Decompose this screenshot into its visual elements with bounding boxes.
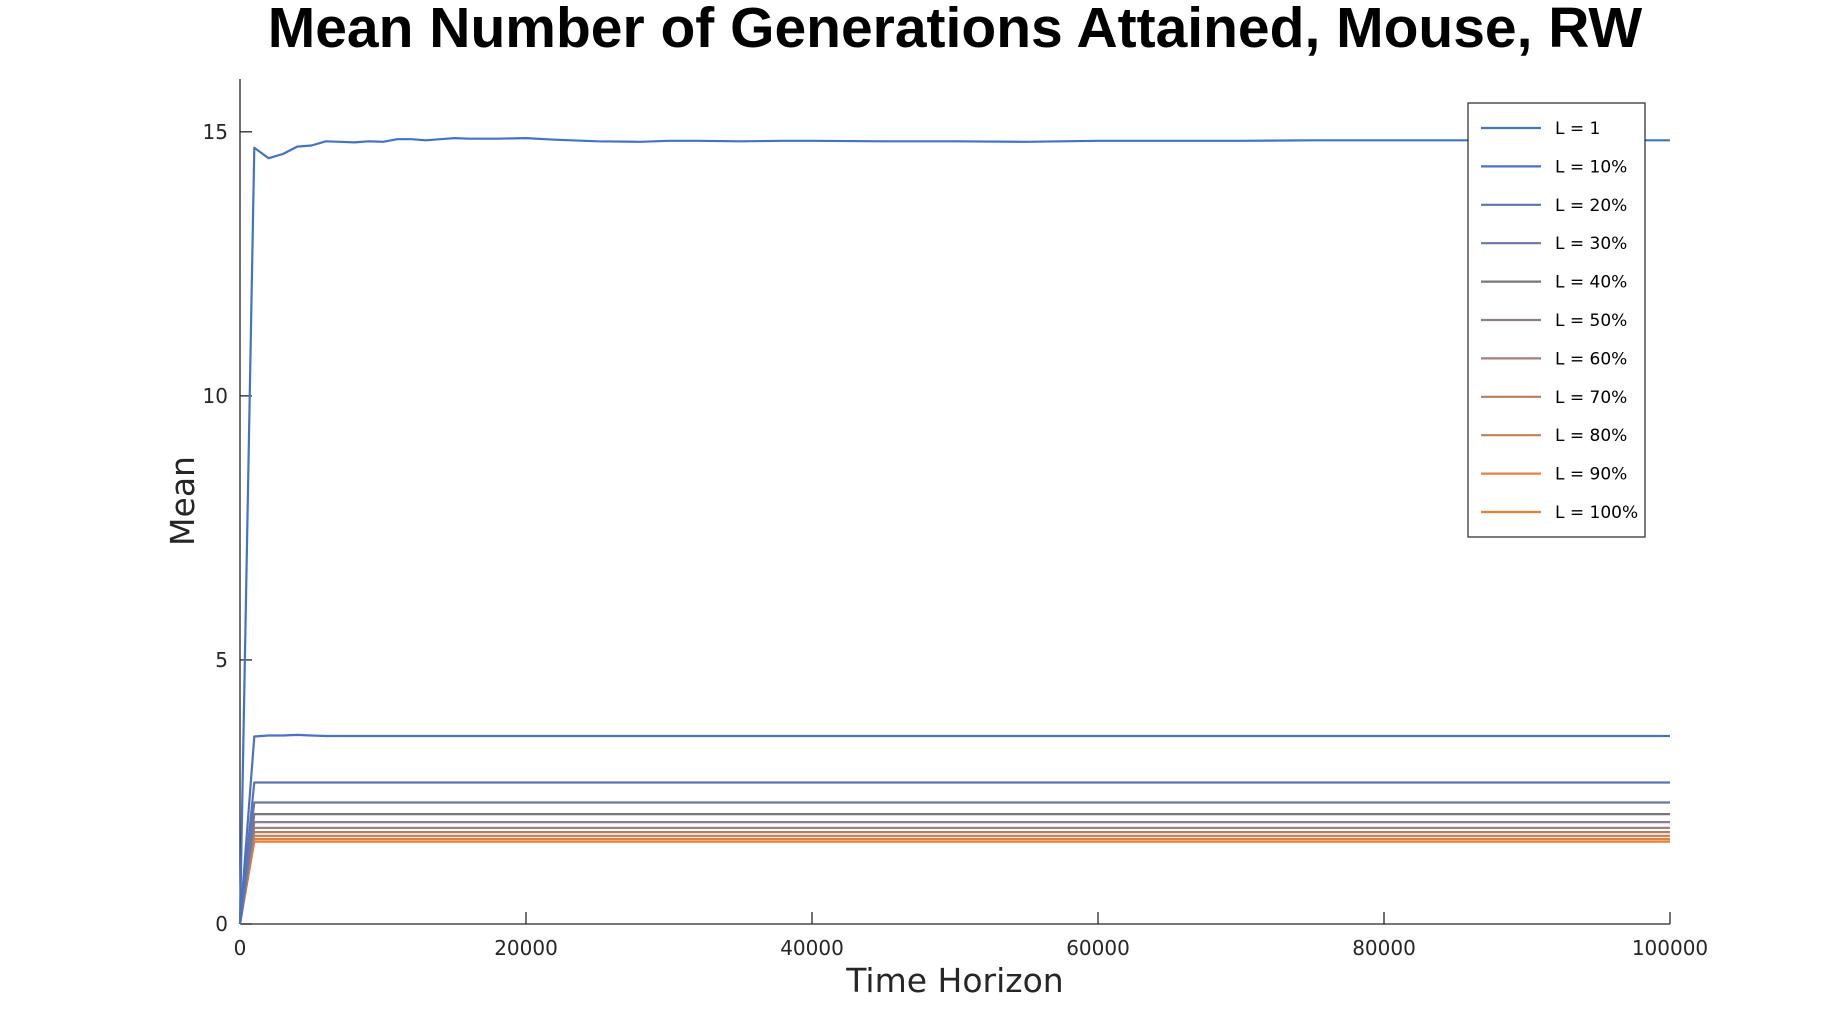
y-tick-label: 5 [215, 648, 228, 672]
legend-label: L = 40% [1555, 273, 1627, 293]
legend-label: L = 1 [1555, 119, 1600, 139]
series-line [238, 733, 1670, 925]
series-line [238, 137, 1670, 925]
y-tick-label: 15 [203, 120, 228, 144]
series-group [238, 137, 1670, 925]
series-line [238, 820, 1670, 925]
legend-label: L = 10% [1555, 157, 1627, 177]
x-tick-label: 20000 [494, 936, 558, 960]
series-line [238, 830, 1670, 925]
series-line [238, 781, 1670, 925]
legend-label: L = 100% [1555, 503, 1638, 523]
legend-label: L = 50% [1555, 311, 1627, 331]
series-line [238, 801, 1670, 925]
x-tick-label: 0 [234, 936, 247, 960]
series-line [238, 840, 1670, 925]
axes [239, 79, 1670, 925]
series-line [238, 826, 1670, 925]
ticks: 0 20000 40000 60000 80000 100000 0 5 10 15 [203, 120, 1709, 960]
legend-label: L = 30% [1555, 234, 1627, 254]
legend-label: L = 80% [1555, 426, 1627, 446]
chart-title: Mean Number of Generations Attained, Mou… [268, 0, 1643, 60]
legend-items: L = 1 L = 10% L = 20% L = 30% L = 40% L = 50%… [1481, 119, 1638, 523]
x-tick-label: 60000 [1066, 936, 1130, 960]
x-tick-label: 40000 [780, 936, 844, 960]
legend: L = 1 L = 10% L = 20% L = 30% L = 40% L = 50%… [1467, 102, 1646, 538]
legend-label: L = 20% [1555, 196, 1627, 216]
x-tick-label: 80000 [1352, 936, 1416, 960]
x-tick-label: 100000 [1632, 936, 1708, 960]
series-line [238, 812, 1670, 925]
y-axis-label: Mean [163, 456, 202, 546]
legend-label: L = 70% [1555, 388, 1627, 408]
series-line [238, 837, 1670, 925]
x-axis-label: Time Horizon [845, 961, 1063, 1000]
legend-label: L = 60% [1555, 349, 1627, 369]
legend-label: L = 90% [1555, 465, 1627, 485]
y-tick-label: 0 [215, 912, 228, 936]
series-line [238, 834, 1670, 925]
y-tick-label: 10 [203, 384, 228, 408]
